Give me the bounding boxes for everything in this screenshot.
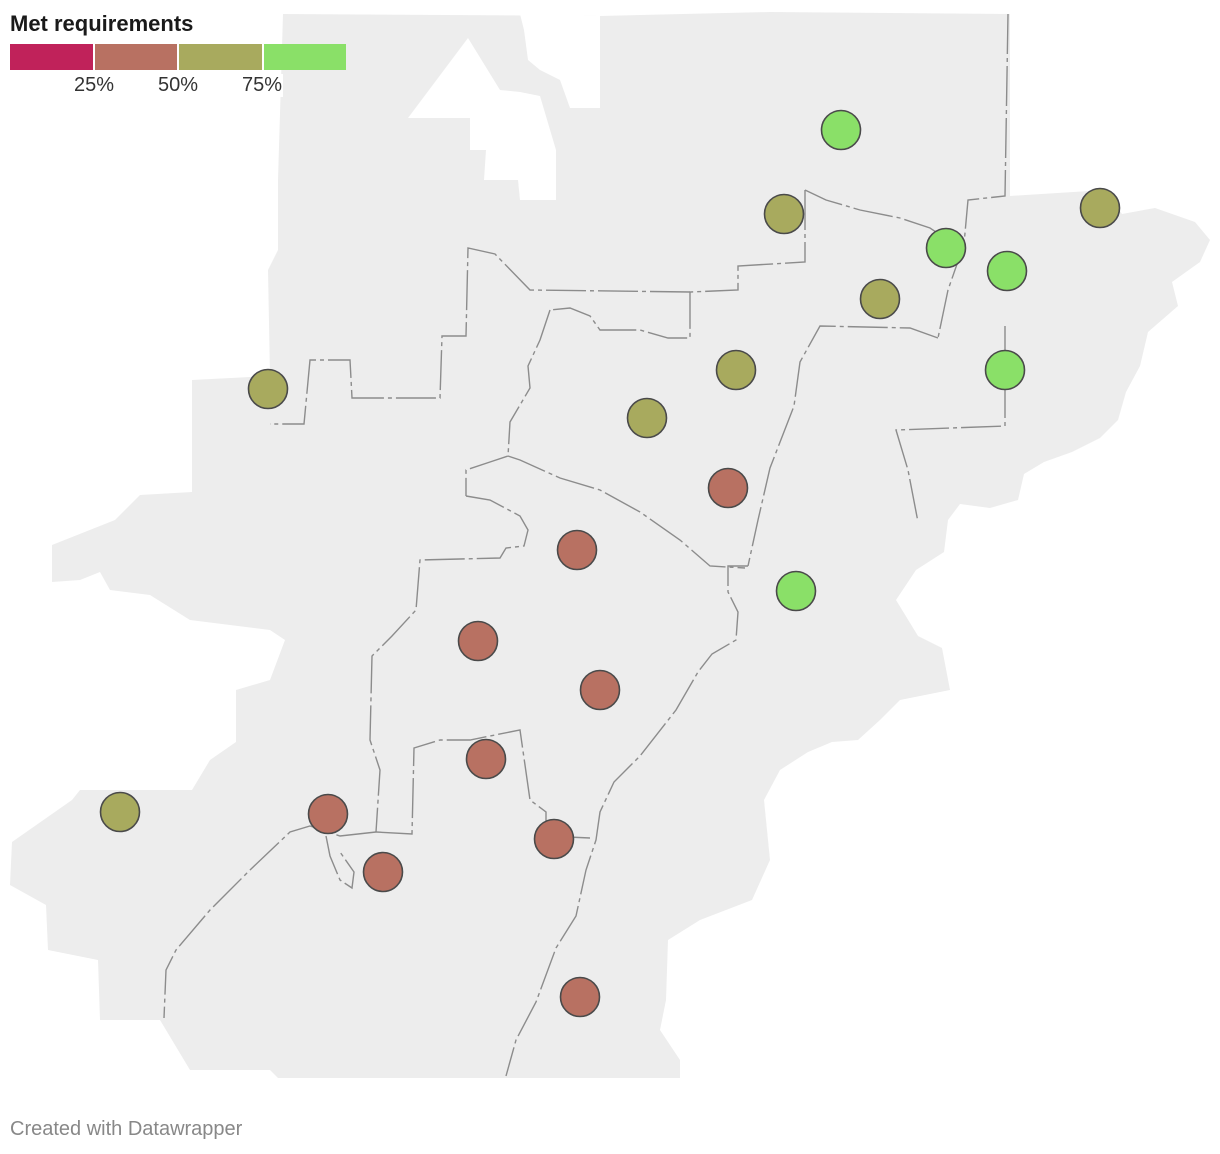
map-marker[interactable] — [986, 250, 1028, 292]
map-marker[interactable] — [457, 620, 499, 662]
inset-notch — [408, 14, 600, 200]
legend-tick-25: 25% — [72, 74, 116, 97]
markers-layer — [99, 109, 1121, 1018]
map-marker[interactable] — [925, 227, 967, 269]
map-marker[interactable] — [859, 278, 901, 320]
map-marker[interactable] — [626, 397, 668, 439]
map-marker[interactable] — [775, 570, 817, 612]
map-marker[interactable] — [1079, 187, 1121, 229]
legend-tick-50: 50% — [156, 74, 200, 97]
legend-ticks: 25% 50% 75% — [10, 70, 346, 98]
map-marker[interactable] — [707, 467, 749, 509]
legend-tick-75: 75% — [240, 74, 284, 97]
legend-color-bar — [10, 44, 346, 70]
legend-bin-25-50 — [94, 44, 179, 70]
map-marker[interactable] — [715, 349, 757, 391]
legend: Met requirements 25% 50% 75% — [10, 10, 350, 98]
map-marker[interactable] — [820, 109, 862, 151]
map-marker[interactable] — [247, 368, 289, 410]
map-marker[interactable] — [579, 669, 621, 711]
map-marker[interactable] — [984, 349, 1026, 391]
map-marker[interactable] — [465, 738, 507, 780]
map-marker[interactable] — [307, 793, 349, 835]
map-marker[interactable] — [533, 818, 575, 860]
map-marker[interactable] — [362, 851, 404, 893]
legend-bin-75-100 — [263, 44, 346, 70]
credit[interactable]: Created with Datawrapper — [10, 1118, 243, 1140]
map-marker[interactable] — [559, 976, 601, 1018]
map-region — [10, 12, 1210, 1078]
map-marker[interactable] — [99, 791, 141, 833]
map-marker[interactable] — [556, 529, 598, 571]
legend-title: Met requirements — [10, 11, 194, 36]
map-marker[interactable] — [763, 193, 805, 235]
legend-bin-0-25 — [10, 44, 95, 70]
legend-bin-50-75 — [179, 44, 264, 70]
